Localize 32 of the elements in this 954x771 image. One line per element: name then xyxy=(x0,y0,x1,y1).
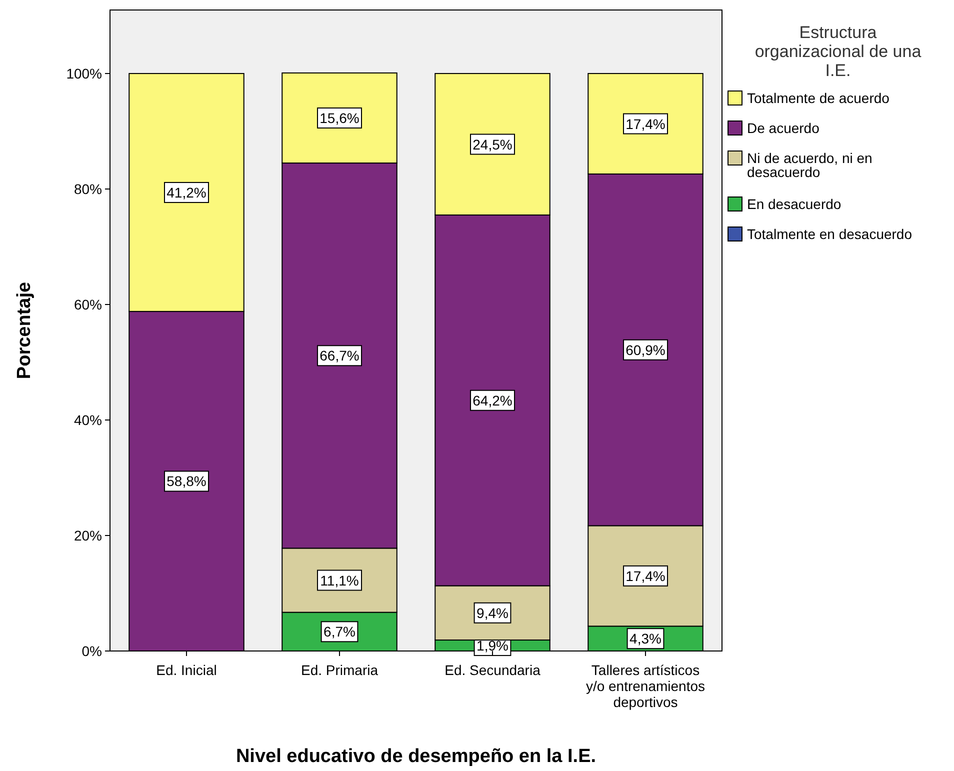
legend-label: Totalmente en desacuerdo xyxy=(747,226,912,242)
y-tick-label: 0% xyxy=(82,643,102,659)
data-label: 6,7% xyxy=(324,624,356,640)
data-label: 41,2% xyxy=(166,184,206,200)
data-label: 66,7% xyxy=(320,348,360,364)
x-tick-label: Ed. Primaria xyxy=(300,662,378,678)
y-tick-label: 100% xyxy=(66,66,102,82)
y-axis-title: Porcentaje xyxy=(14,282,35,380)
data-label: 24,5% xyxy=(472,136,512,152)
legend-label: Ni de acuerdo, ni en desacuerdo xyxy=(747,150,872,180)
y-tick-label: 80% xyxy=(74,181,102,198)
data-label: 1,9% xyxy=(476,638,508,654)
data-label: 4,3% xyxy=(630,630,662,647)
data-label: 17,4% xyxy=(626,116,666,132)
legend-label: En desacuerdo xyxy=(747,196,842,212)
legend-label: De acuerdo xyxy=(747,120,820,136)
y-tick-label: 20% xyxy=(74,528,102,544)
y-tick-label: 40% xyxy=(74,412,102,428)
x-tick-label: Talleres artísticos y/o entrenamientos deportivos xyxy=(586,662,706,710)
data-label: 64,2% xyxy=(472,392,512,408)
legend-label: Totalmente de acuerdo xyxy=(747,90,890,106)
data-label: 60,9% xyxy=(626,342,666,358)
data-label: 58,8% xyxy=(166,473,206,490)
x-tick-label: Ed. Secundaria xyxy=(444,662,541,678)
data-label: 15,6% xyxy=(320,110,360,126)
legend-title: Estructura organizacional de una I.E. xyxy=(754,23,922,80)
data-label: 9,4% xyxy=(476,604,508,621)
x-axis-title: Nivel educativo de desempeño en la I.E. xyxy=(236,746,596,767)
y-tick-label: 60% xyxy=(74,296,102,313)
data-label: 11,1% xyxy=(320,572,359,588)
x-tick-label: Ed. Inicial xyxy=(156,662,217,678)
data-label: 17,4% xyxy=(626,568,666,584)
